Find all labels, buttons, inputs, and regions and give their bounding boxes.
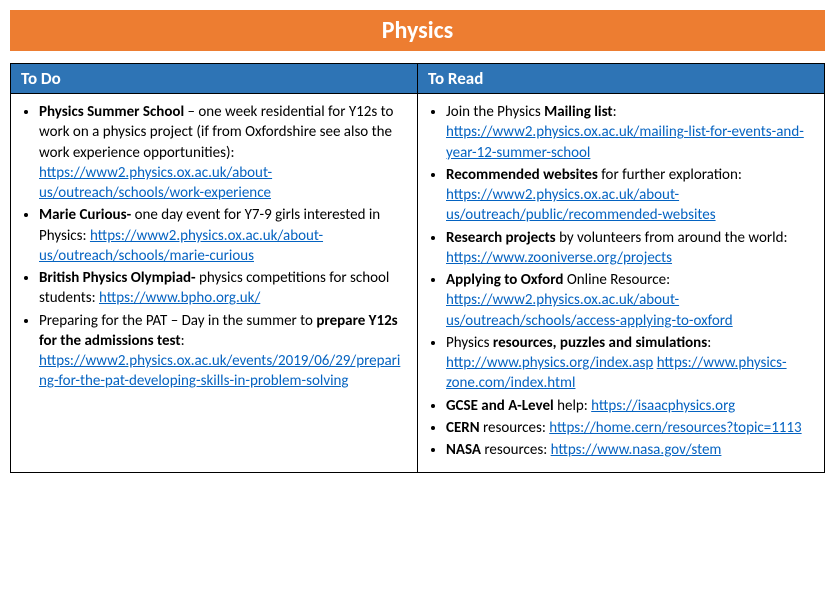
resource-link[interactable]: https://www2.physics.ox.ac.uk/about-us/o… [39,164,272,202]
list-item: Applying to Oxford Online Resource: http… [446,270,814,331]
text-segment: help: [554,397,591,415]
list-item: Research projects by volunteers from aro… [446,228,814,269]
text-segment: Recommended websites [446,166,598,184]
list-item: Recommended websites for further explora… [446,165,814,226]
text-segment: for further exploration: [598,166,742,184]
list-item: Marie Curious- one day event for Y7-9 gi… [39,205,407,266]
list-item: CERN resources: https://home.cern/resour… [446,418,814,438]
resource-link[interactable]: https://www2.physics.ox.ac.uk/about-us/o… [446,186,716,224]
list-item: GCSE and A-Level help: https://isaacphys… [446,396,814,416]
text-segment: resources, puzzles and simulations [493,334,707,352]
resource-link[interactable]: https://www2.physics.ox.ac.uk/events/201… [39,352,400,390]
list-item: NASA resources: https://www.nasa.gov/ste… [446,440,814,460]
text-segment: Research projects [446,229,556,247]
list-item: British Physics Olympiad- physics compet… [39,268,407,309]
text-segment: Marie Curious- [39,206,131,224]
text-segment: Join the Physics [446,103,544,121]
text-segment: resources: [480,419,550,437]
text-segment: : [707,334,711,352]
text-segment: British Physics Olympiad- [39,269,196,287]
todo-list: Physics Summer School – one week residen… [21,102,407,392]
resource-link[interactable]: http://www.physics.org/index.asp [446,354,653,372]
content-table: To Do To Read Physics Summer School – on… [10,63,825,473]
toread-cell: Join the Physics Mailing list: https://w… [418,94,825,473]
todo-cell: Physics Summer School – one week residen… [11,94,418,473]
text-segment: resources: [481,441,551,459]
resource-link[interactable]: https://isaacphysics.org [591,397,735,415]
resource-link[interactable]: https://www.bpho.org.uk/ [99,289,260,307]
resource-link[interactable]: https://home.cern/resources?topic=1113 [549,419,801,437]
text-segment: : [613,103,617,121]
text-segment: Mailing list [544,103,613,121]
todo-header: To Do [11,64,418,94]
text-segment: Preparing for the PAT – Day in the summe… [39,312,316,330]
list-item: Physics Summer School – one week residen… [39,102,407,203]
text-segment: Physics Summer School [39,103,184,121]
list-item: Preparing for the PAT – Day in the summe… [39,311,407,392]
page-title: Physics [10,10,825,51]
resource-link[interactable]: https://www2.physics.ox.ac.uk/about-us/o… [446,291,733,329]
resource-link[interactable]: https://www.nasa.gov/stem [551,441,722,459]
text-segment: GCSE and A-Level [446,397,554,415]
text-segment: by volunteers from around the world: [556,229,788,247]
resource-link[interactable]: https://www2.physics.ox.ac.uk/mailing-li… [446,123,804,161]
text-segment: NASA [446,441,481,459]
text-segment: Applying to Oxford [446,271,563,289]
text-segment: Physics [446,334,493,352]
text-segment: : [181,332,185,350]
list-item: Join the Physics Mailing list: https://w… [446,102,814,163]
toread-header: To Read [418,64,825,94]
text-segment: CERN [446,419,480,437]
text-segment: Online Resource: [563,271,670,289]
toread-list: Join the Physics Mailing list: https://w… [428,102,814,460]
resource-link[interactable]: https://www.zooniverse.org/projects [446,249,672,267]
list-item: Physics resources, puzzles and simulatio… [446,333,814,394]
